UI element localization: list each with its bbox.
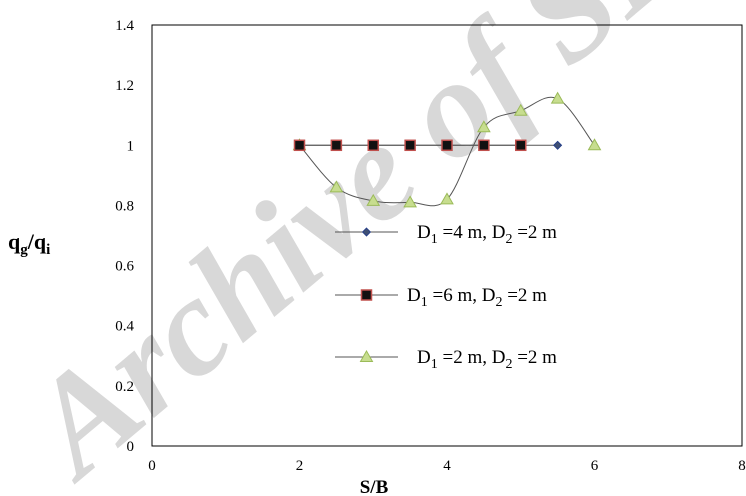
legend-item-triangle: D1 =2 m, D2 =2 m [335,347,557,372]
y-tick-label: 1.2 [115,78,134,94]
legend-label-part: =2 m [512,222,557,243]
legend-marker-square [360,289,373,301]
legend-marker-diamond [361,227,372,237]
x-tick-label: 4 [443,458,451,474]
y-tick-label: 0.4 [115,319,134,335]
data-point-square [367,139,379,152]
legend-item-diamond: D1 =4 m, D2 =2 m [335,222,557,247]
legend-label-part: =4 m, D [438,222,506,243]
legend-label-part: =2 m, D [438,347,506,368]
legend-label: D1 =6 m, D2 =2 m [407,285,547,310]
legend: D1 =4 m, D2 =2 mD1 =6 m, D2 =2 mD1 =2 m,… [335,222,557,372]
data-point-square [478,139,490,152]
legend-label-part: =6 m, D [428,285,496,306]
x-tick-label: 8 [738,458,746,474]
legend-label-part: =2 m [512,347,557,368]
legend-label-part: 1 [421,295,428,310]
x-tick-label: 6 [591,458,599,474]
data-point-square [515,139,527,152]
y-axis-title-sub1: g [20,242,28,258]
data-point-triangle [477,120,491,133]
x-axis-tick-labels: 0 2 4 6 8 [148,458,746,474]
legend-label-part: 2 [505,232,512,247]
data-point-triangle [550,91,565,104]
y-axis-title: qg/qi [8,229,50,258]
data-point-triangle [403,195,417,208]
legend-label-part: 1 [431,232,438,247]
x-tick-label: 2 [296,458,304,474]
legend-label-part: D [417,222,431,243]
data-point-triangle [366,193,381,206]
y-tick-label: 0 [127,439,135,455]
data-point-square [293,139,306,152]
y-axis-title-sep: /q [27,229,47,254]
legend-label-part: 2 [505,357,512,372]
series-square [293,139,527,152]
data-point-triangle [329,180,344,193]
legend-label-part: D [407,285,421,306]
x-axis-title: S/B [360,477,389,496]
y-tick-label: 0.6 [115,259,134,275]
y-axis-tick-labels: 0 0.2 0.4 0.6 0.8 1 1.2 1.4 [115,18,134,455]
y-axis-title-main: q [8,229,21,254]
y-tick-label: 1 [127,138,135,154]
y-axis-title-sub2: i [46,242,50,258]
data-point-triangle [440,192,454,205]
legend-label-part: 1 [431,357,438,372]
data-point-diamond [553,140,563,150]
y-tick-label: 0.2 [115,379,134,395]
legend-label-part: 2 [495,295,502,310]
x-tick-label: 0 [148,458,156,474]
legend-label-part: D [417,347,431,368]
legend-label: D1 =4 m, D2 =2 m [417,222,557,247]
legend-marker-triangle [359,349,374,362]
series-layer [292,91,602,208]
legend-label: D1 =2 m, D2 =2 m [417,347,557,372]
data-point-square [330,139,343,152]
data-point-square [441,139,453,152]
data-point-triangle [513,103,528,116]
legend-item-square: D1 =6 m, D2 =2 m [335,285,547,310]
data-point-square [404,139,416,152]
legend-label-part: =2 m [502,285,547,306]
data-point-triangle [587,138,602,151]
plot-frame [151,24,743,447]
y-tick-label: 1.4 [115,18,134,34]
series-triangle [292,91,602,208]
y-tick-label: 0.8 [115,198,134,214]
